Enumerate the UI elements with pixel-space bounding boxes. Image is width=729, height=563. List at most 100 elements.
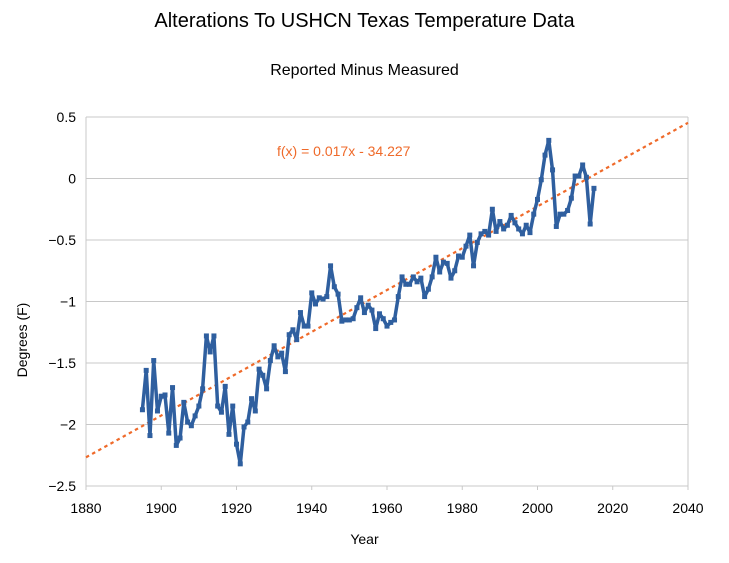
data-point: [166, 430, 172, 436]
data-point: [158, 393, 164, 399]
data-point: [196, 403, 202, 409]
data-point: [271, 343, 277, 349]
data-point: [339, 318, 345, 324]
data-point: [392, 317, 398, 323]
data-point: [399, 274, 405, 280]
data-point: [486, 232, 492, 238]
trendline-equation: f(x) = 0.017x - 34.227: [277, 143, 411, 159]
y-tick-label: −2: [60, 417, 76, 433]
data-point: [440, 259, 446, 265]
data-point: [565, 207, 571, 213]
data-point: [286, 332, 292, 338]
data-point: [561, 211, 567, 217]
y-tick-label: −0.5: [48, 232, 76, 248]
data-point: [519, 231, 525, 237]
data-point: [154, 408, 160, 414]
x-axis-label: Year: [350, 531, 379, 547]
data-point: [301, 323, 307, 329]
data-point: [512, 220, 518, 226]
data-point: [139, 407, 145, 413]
data-point: [264, 386, 270, 392]
data-point: [275, 354, 281, 360]
data-point: [369, 307, 375, 313]
data-point: [493, 228, 499, 234]
data-point: [328, 263, 334, 269]
x-tick-label: 2000: [522, 500, 553, 516]
data-point: [173, 442, 179, 448]
data-point: [433, 254, 439, 260]
data-point: [267, 358, 273, 364]
data-point: [425, 286, 431, 292]
data-point: [222, 383, 228, 389]
data-point: [489, 206, 495, 212]
data-point: [203, 333, 209, 339]
data-point: [474, 239, 480, 245]
data-point: [211, 333, 217, 339]
y-tick-label: −1.5: [48, 355, 76, 371]
data-point: [535, 196, 540, 202]
data-point: [410, 274, 416, 280]
data-point: [527, 230, 533, 236]
data-point: [482, 228, 488, 234]
data-point: [437, 269, 443, 275]
data-point: [501, 226, 507, 232]
data-point: [170, 385, 176, 391]
data-point: [346, 317, 352, 323]
data-point: [309, 290, 315, 296]
data-point: [188, 423, 194, 429]
x-tick-label: 2040: [672, 500, 703, 516]
data-point: [143, 367, 149, 373]
x-tick-label: 1900: [146, 500, 177, 516]
series-line: [140, 138, 596, 466]
data-point: [151, 358, 157, 364]
data-point: [550, 167, 556, 173]
data-point: [350, 316, 356, 322]
data-point: [463, 243, 469, 249]
data-point: [580, 162, 586, 168]
data-point: [531, 211, 537, 217]
data-point: [497, 219, 503, 225]
data-point: [576, 173, 582, 179]
data-point: [226, 431, 232, 437]
data-point: [313, 301, 319, 307]
data-point: [403, 281, 409, 287]
data-point: [373, 326, 379, 332]
data-point: [444, 260, 450, 266]
y-tick-label: −1: [60, 294, 76, 310]
data-point: [414, 279, 420, 285]
data-point: [429, 274, 435, 280]
data-point: [546, 137, 552, 143]
x-tick-label: 1880: [70, 500, 101, 516]
data-point: [587, 221, 593, 227]
data-point: [361, 310, 367, 316]
data-point: [215, 403, 221, 409]
x-tick-label: 1920: [221, 500, 252, 516]
data-point: [200, 386, 206, 392]
data-point: [241, 424, 247, 430]
data-point: [542, 152, 548, 158]
data-point: [407, 281, 413, 287]
data-point: [380, 316, 386, 322]
data-point: [478, 231, 484, 237]
data-point: [455, 253, 461, 259]
data-point: [252, 408, 258, 414]
data-point: [162, 392, 168, 398]
trendline: [85, 121, 689, 459]
data-point: [471, 263, 477, 269]
data-point: [358, 295, 364, 301]
data-point: [376, 311, 382, 317]
data-point: [418, 275, 424, 281]
data-point: [572, 173, 578, 179]
data-point: [568, 195, 574, 201]
data-point: [467, 232, 473, 238]
y-tick-label: 0: [68, 171, 76, 187]
x-tick-label: 1980: [447, 500, 478, 516]
data-point: [384, 323, 390, 329]
data-point: [256, 366, 262, 372]
data-point: [557, 211, 563, 217]
data-point: [185, 419, 191, 425]
data-point: [279, 350, 285, 356]
data-point: [324, 294, 330, 300]
data-point: [282, 369, 288, 375]
y-tick-label: 0.5: [57, 109, 77, 125]
